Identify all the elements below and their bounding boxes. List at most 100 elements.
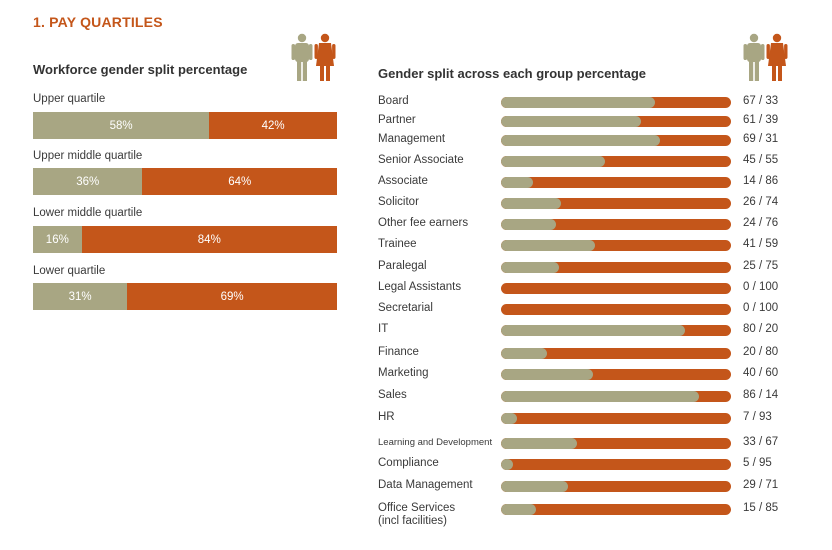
- quartile-label: Lower middle quartile: [33, 207, 143, 219]
- group-label: Solicitor: [378, 196, 419, 208]
- male-segment: [501, 459, 513, 470]
- group-label: Board: [378, 95, 409, 107]
- group-value-label: 33 / 67: [743, 436, 779, 448]
- group-bar-track: [501, 413, 731, 424]
- woman-icon: [766, 33, 788, 81]
- male-segment: [501, 116, 642, 127]
- woman-icon: [314, 33, 336, 81]
- group-bar-track: [501, 116, 731, 127]
- male-segment: 58%: [33, 112, 210, 139]
- group-label: IT: [378, 323, 389, 335]
- group-bar-track: [501, 348, 731, 359]
- group-label: Legal Assistants: [378, 281, 462, 293]
- group-value-label: 5 / 95: [743, 457, 772, 469]
- male-segment: [501, 240, 596, 251]
- man-woman-icon: [743, 33, 788, 81]
- group-bar-track: [501, 156, 731, 167]
- group-chart-title: Gender split across each group percentag…: [378, 66, 647, 81]
- male-segment: [501, 97, 656, 108]
- group-value-label: 45 / 55: [743, 154, 779, 166]
- male-segment: 16%: [33, 226, 82, 253]
- group-label: Sales: [378, 389, 407, 401]
- male-segment: [501, 325, 685, 336]
- group-value-label: 29 / 71: [743, 479, 779, 491]
- quartile-bar: 58% 42%: [33, 112, 337, 139]
- group-bar-track: [501, 369, 731, 380]
- group-value-label: 40 / 60: [743, 367, 779, 379]
- male-segment: [501, 262, 559, 273]
- group-label: Learning and Development: [378, 437, 493, 448]
- male-segment: [501, 413, 518, 424]
- male-segment: [501, 198, 561, 209]
- male-segment: [501, 219, 557, 230]
- group-value-label: 20 / 80: [743, 346, 779, 358]
- group-value-label: 24 / 76: [743, 217, 779, 229]
- man-icon: [291, 33, 313, 81]
- group-value-label: 0 / 100: [743, 302, 779, 314]
- group-label: Associate: [378, 175, 428, 187]
- female-segment: 84%: [81, 226, 337, 253]
- group-bar-track: [501, 219, 731, 230]
- group-bar-track: [501, 262, 731, 273]
- man-woman-icon: [291, 33, 336, 81]
- group-bar-track: [501, 135, 731, 146]
- page-title: 1. PAY QUARTILES: [33, 14, 163, 30]
- group-bar-track: [501, 177, 731, 188]
- male-segment: [501, 135, 660, 146]
- male-segment: [501, 481, 568, 492]
- group-value-label: 15 / 85: [743, 502, 779, 514]
- group-bar-track: [501, 304, 731, 315]
- female-segment: 69%: [127, 283, 337, 310]
- group-label: Compliance: [378, 457, 439, 469]
- group-label: Office Services (incl facilities): [378, 502, 456, 527]
- group-label: Paralegal: [378, 260, 427, 272]
- group-value-label: 69 / 31: [743, 133, 779, 145]
- group-bar-track: [501, 240, 731, 251]
- group-value-label: 0 / 100: [743, 281, 779, 293]
- group-label: Marketing: [378, 367, 429, 379]
- group-value-label: 41 / 59: [743, 238, 779, 250]
- group-bar-track: [501, 283, 731, 294]
- group-label: Secretarial: [378, 302, 433, 314]
- group-bar-track: [501, 325, 731, 336]
- group-bar-track: [501, 391, 731, 402]
- quartile-label: Upper quartile: [33, 93, 106, 105]
- male-segment: [501, 348, 547, 359]
- group-bar-track: [501, 481, 731, 492]
- group-bar-track: [501, 504, 731, 515]
- man-icon: [743, 33, 765, 81]
- group-value-label: 14 / 86: [743, 175, 779, 187]
- male-segment: 31%: [33, 283, 128, 310]
- group-label: Trainee: [378, 238, 417, 250]
- male-segment: [501, 156, 605, 167]
- male-segment: [501, 504, 536, 515]
- group-value-label: 25 / 75: [743, 260, 779, 272]
- male-segment: [501, 369, 593, 380]
- group-label: Partner: [378, 114, 416, 126]
- quartile-label: Upper middle quartile: [33, 150, 143, 162]
- male-segment: 36%: [33, 168, 143, 195]
- group-label: Other fee earners: [378, 217, 469, 229]
- group-value-label: 61 / 39: [743, 114, 779, 126]
- quartile-bar: 36% 64%: [33, 168, 337, 195]
- group-label: HR: [378, 411, 395, 423]
- quartile-label: Lower quartile: [33, 265, 106, 277]
- group-value-label: 7 / 93: [743, 411, 772, 423]
- group-value-label: 86 / 14: [743, 389, 779, 401]
- male-segment: [501, 177, 534, 188]
- quartile-bar: 31% 69%: [33, 283, 337, 310]
- male-segment: [501, 391, 699, 402]
- group-label: Management: [378, 133, 446, 145]
- group-label: Senior Associate: [378, 154, 464, 166]
- female-segment: 42%: [209, 112, 337, 139]
- quartile-chart-title: Workforce gender split percentage: [33, 62, 248, 77]
- group-value-label: 26 / 74: [743, 196, 779, 208]
- group-label: Data Management: [378, 479, 473, 491]
- group-value-label: 80 / 20: [743, 323, 779, 335]
- male-segment: [501, 438, 577, 449]
- female-segment: 64%: [142, 168, 337, 195]
- group-value-label: 67 / 33: [743, 95, 779, 107]
- group-bar-track: [501, 97, 731, 108]
- group-bar-track: [501, 198, 731, 209]
- group-label: Finance: [378, 346, 419, 358]
